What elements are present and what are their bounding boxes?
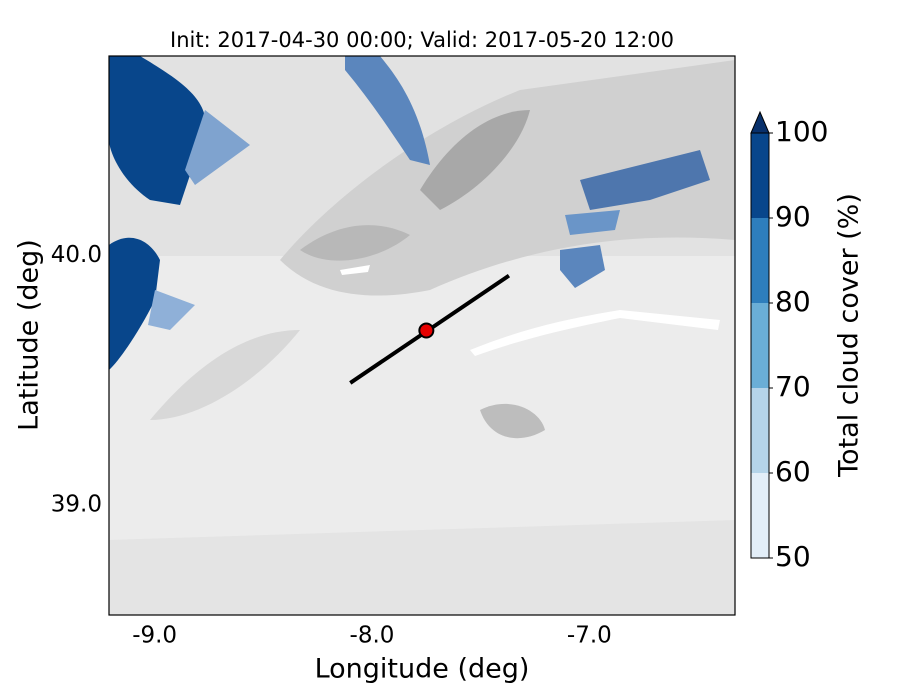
terrain — [109, 56, 735, 615]
colorbar-segment — [751, 133, 769, 218]
colorbar-segment — [751, 303, 769, 388]
colorbar-segment — [751, 388, 769, 473]
colorbar-frame — [750, 132, 770, 559]
colorbar-segment — [751, 218, 769, 303]
map-frame — [108, 55, 736, 616]
chart-title: Init: 2017-04-30 00:00; Valid: 2017-05-2… — [170, 28, 674, 52]
y-axis-label: Latitude (deg) — [14, 239, 45, 431]
colorbar-tick-label: 50 — [775, 540, 811, 573]
y-tick-label: 40.0 — [51, 242, 102, 268]
x-axis-label: Longitude (deg) — [315, 654, 530, 685]
location-marker — [418, 322, 435, 339]
colorbar-label: Total cloud cover (%) — [834, 193, 865, 478]
x-tick-label: -8.0 — [350, 623, 395, 649]
colorbar-extend — [750, 110, 770, 134]
tick-labels: -9.0 -8.0 -7.0 39.0 40.0 — [51, 242, 612, 648]
colorbar-segment — [751, 473, 769, 558]
y-tick-label: 39.0 — [51, 492, 102, 518]
overlay — [349, 273, 511, 385]
colorbar-tick-label: 70 — [775, 370, 811, 403]
x-tick-label: -9.0 — [132, 623, 177, 649]
colorbar-tick-label: 100 — [775, 115, 828, 148]
colorbar-tick-label: 90 — [775, 200, 811, 233]
x-tick-label: -7.0 — [567, 623, 612, 649]
colorbar-tick-label: 80 — [775, 285, 811, 318]
colorbar: 50 60 70 80 90 100 — [750, 110, 828, 573]
colorbar-tick-label: 60 — [775, 455, 811, 488]
